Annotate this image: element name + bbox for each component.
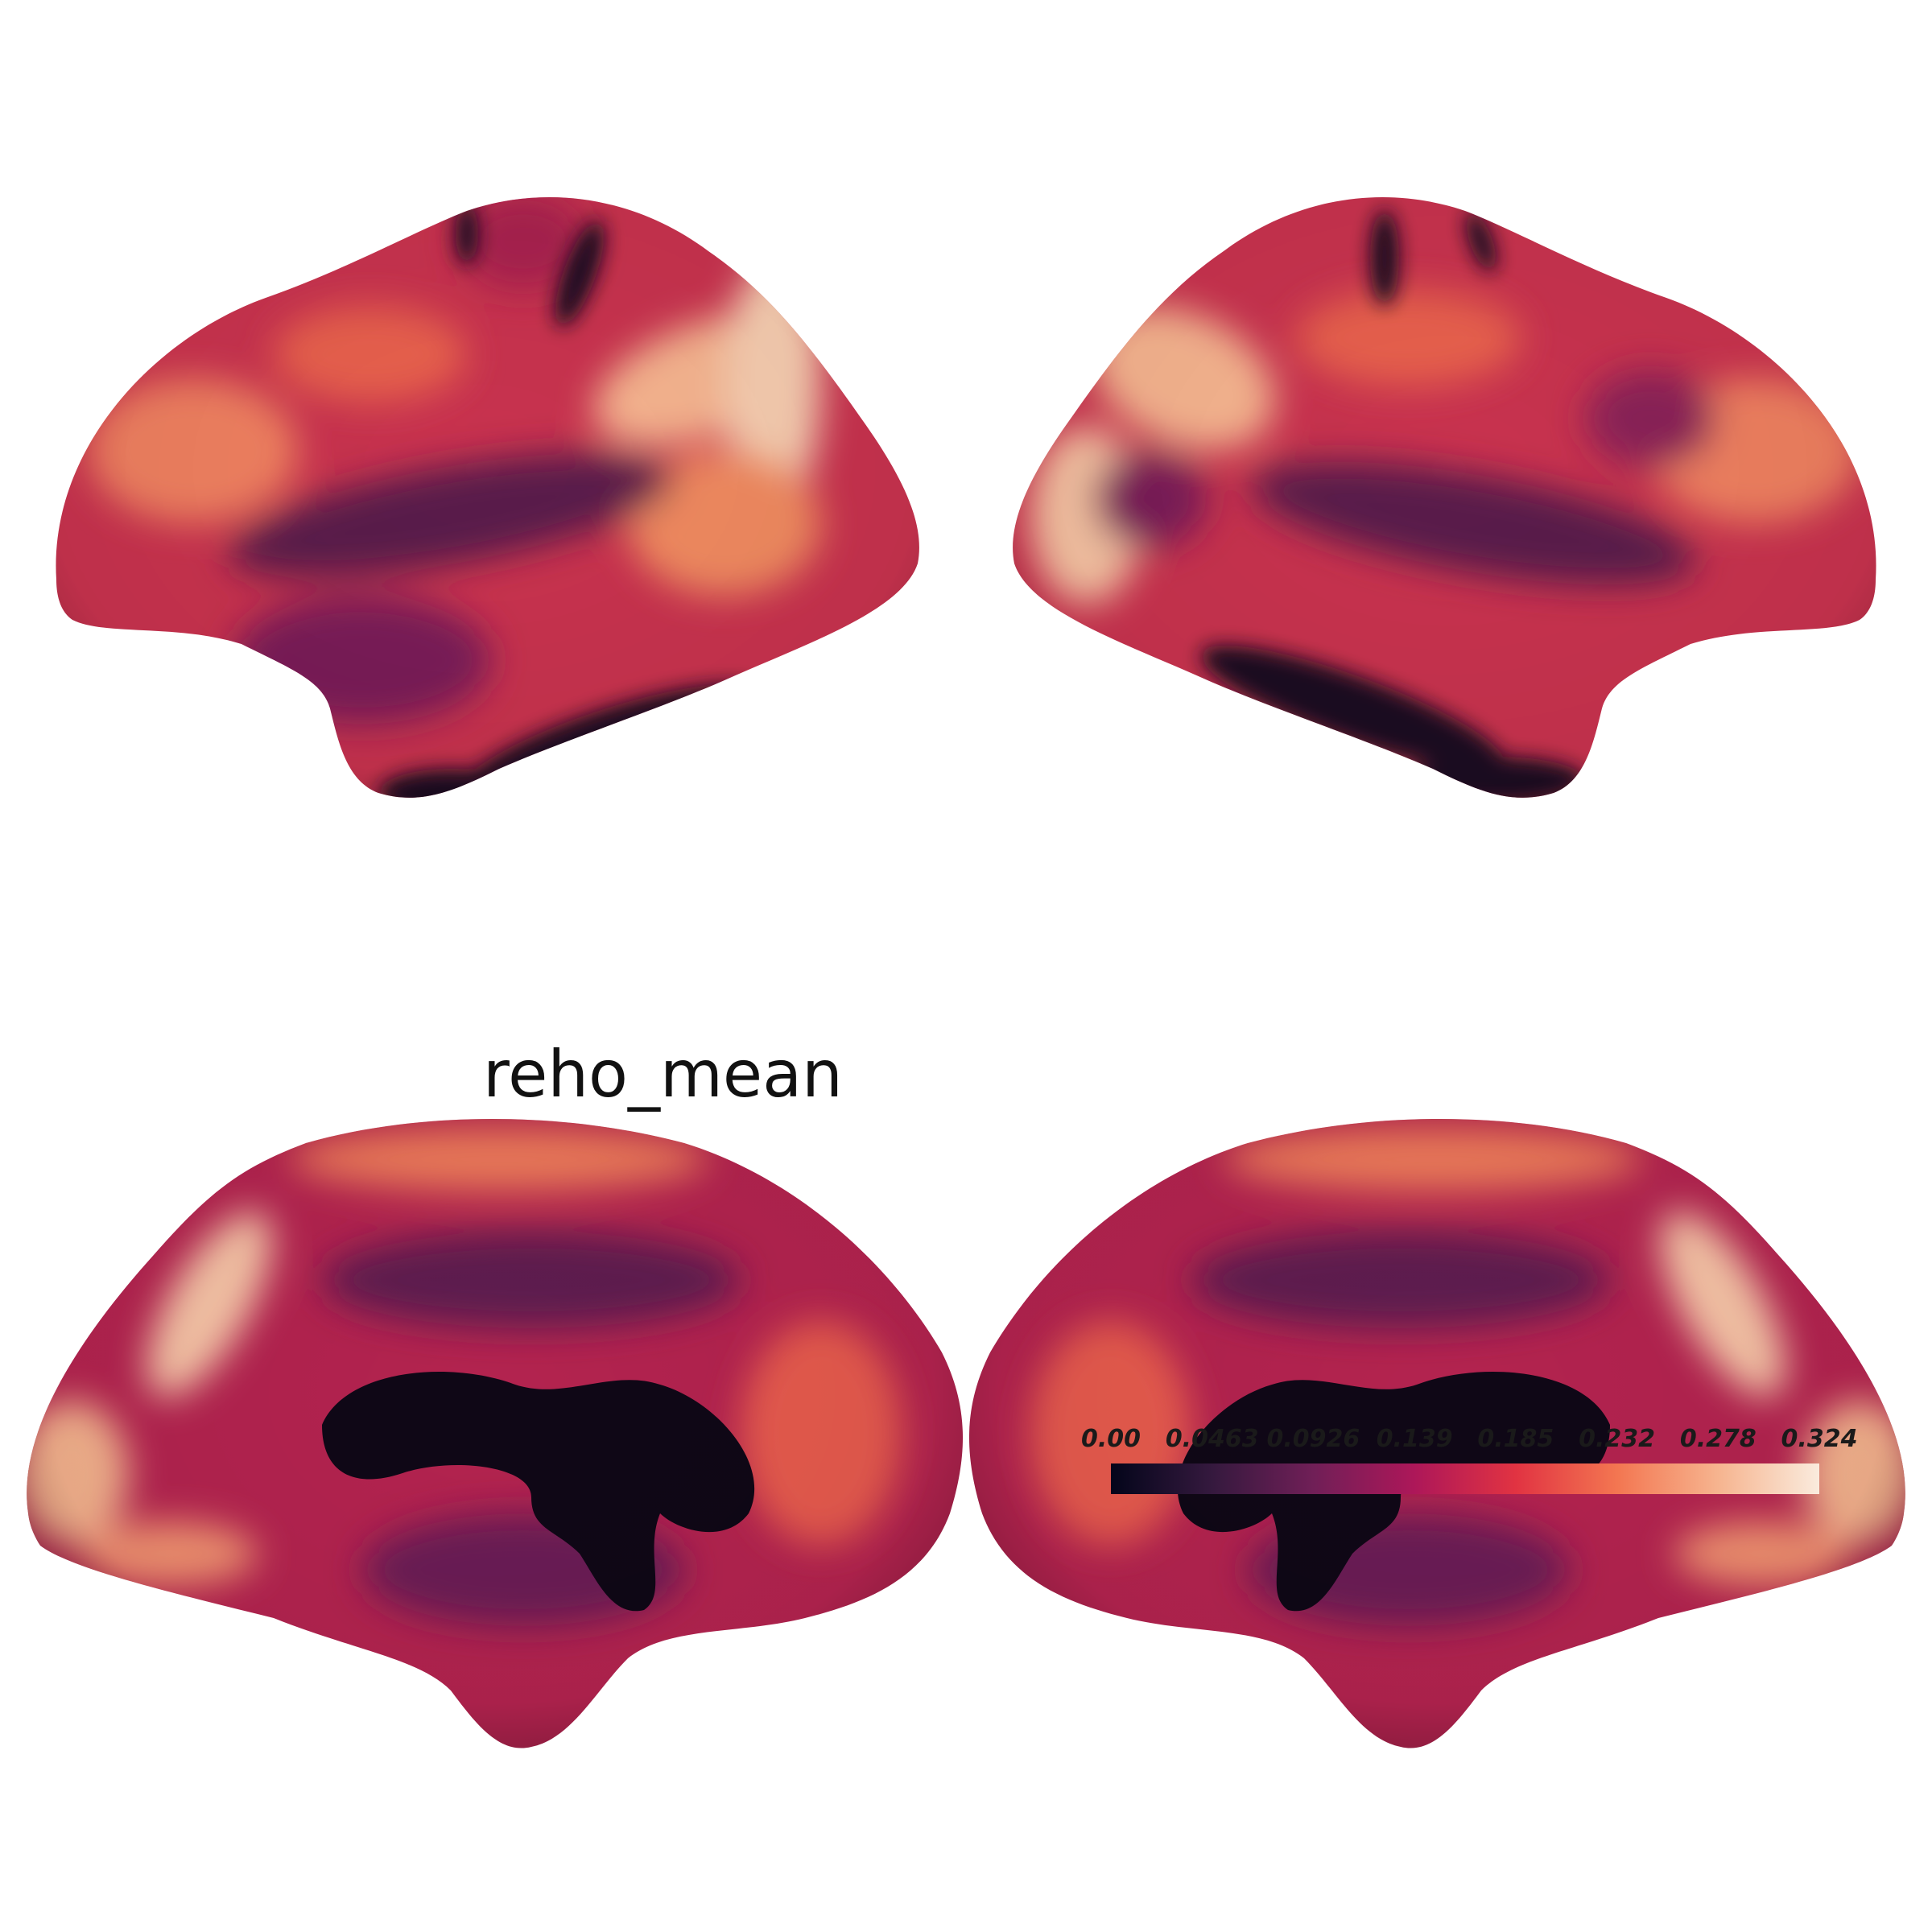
left-lateral-hemisphere bbox=[56, 196, 919, 798]
colorbar-gradient bbox=[1111, 1463, 1819, 1494]
colorbar-tick-label: 0.324 bbox=[1781, 1425, 1858, 1453]
colorbar-tick-label: 0.278 bbox=[1679, 1425, 1757, 1453]
colorbar-tick-labels: 0.00 0.0463 0.0926 0.139 0.185 0.232 0.278 0.32… bbox=[1063, 1425, 1857, 1459]
colorbar-tick-label: 0.185 bbox=[1477, 1425, 1554, 1453]
colorbar: 0.00 0.0463 0.0926 0.139 0.185 0.232 0.278 0.32… bbox=[1063, 1425, 1857, 1497]
left-medial-hemisphere bbox=[27, 1119, 964, 1748]
colorbar-tick-label: 0.0463 bbox=[1165, 1425, 1259, 1453]
colorbar-tick-label: 0.00 bbox=[1080, 1425, 1141, 1453]
colorbar-tick-label: 0.139 bbox=[1376, 1425, 1453, 1453]
colorbar-tick-label: 0.0926 bbox=[1266, 1425, 1360, 1453]
colorbar-tick-label: 0.232 bbox=[1579, 1425, 1656, 1453]
figure-title: reho_mean bbox=[483, 1037, 843, 1112]
right-lateral-hemisphere bbox=[1013, 196, 1876, 798]
